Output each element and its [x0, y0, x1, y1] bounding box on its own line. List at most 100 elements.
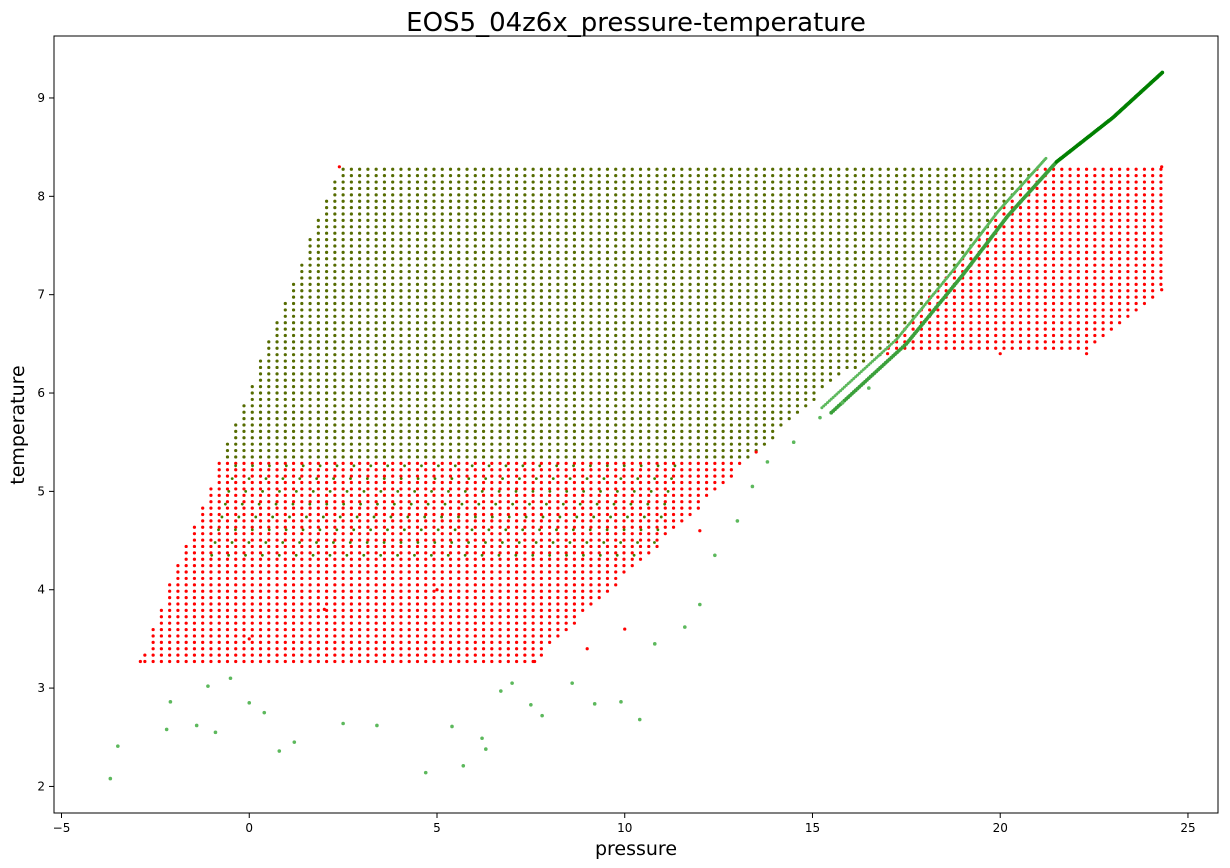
- overlap-point: [308, 263, 312, 267]
- overlap-point: [630, 308, 634, 312]
- red-point: [366, 647, 370, 651]
- red-point: [1068, 231, 1072, 235]
- overlap-point: [746, 308, 750, 312]
- red-point: [242, 640, 246, 644]
- red-point: [531, 615, 535, 619]
- overlap-point: [903, 321, 907, 325]
- red-point: [382, 647, 387, 651]
- red-point: [1002, 212, 1006, 216]
- overlap-point: [614, 295, 618, 299]
- overlap-point: [779, 257, 783, 261]
- red-point: [308, 608, 312, 612]
- overlap-point: [663, 276, 667, 280]
- overlap-point: [349, 391, 353, 395]
- red-point: [440, 487, 444, 491]
- red-point: [201, 532, 205, 536]
- overlap-point: [267, 385, 271, 389]
- overlap-point: [399, 442, 403, 446]
- overlap-point: [399, 404, 403, 408]
- red-point: [399, 583, 403, 587]
- overlap-point: [316, 353, 320, 357]
- red-point: [969, 276, 973, 280]
- red-point: [415, 653, 420, 657]
- red-point: [341, 653, 345, 657]
- red-point: [1084, 193, 1089, 197]
- overlap-point: [564, 429, 568, 433]
- overlap-point: [845, 269, 849, 274]
- overlap-point: [688, 346, 692, 350]
- overlap-point: [382, 269, 387, 274]
- red-point: [655, 468, 659, 472]
- red-point: [209, 493, 213, 497]
- overlap-point: [374, 429, 378, 433]
- red-point: [333, 608, 337, 612]
- overlap-point: [564, 314, 568, 318]
- red-point: [432, 634, 436, 638]
- overlap-point: [556, 359, 560, 363]
- red-point: [225, 519, 230, 523]
- overlap-point: [804, 269, 808, 274]
- red-point: [531, 557, 535, 561]
- overlap-point: [432, 455, 436, 459]
- red-point: [671, 500, 676, 504]
- red-point: [349, 506, 353, 510]
- red-point: [622, 506, 626, 510]
- overlap-point: [688, 410, 692, 414]
- red-point: [366, 608, 370, 612]
- red-point: [572, 557, 577, 561]
- overlap-point: [589, 244, 593, 248]
- overlap-point: [572, 340, 577, 344]
- red-point: [440, 506, 444, 510]
- red-point: [325, 570, 329, 574]
- red-point: [440, 576, 444, 581]
- overlap-point: [779, 417, 783, 421]
- red-point: [490, 634, 494, 638]
- red-point: [994, 301, 998, 306]
- overlap-point: [738, 404, 742, 408]
- red-point: [415, 487, 420, 491]
- overlap-point: [490, 365, 494, 370]
- overlap-point: [415, 250, 420, 254]
- red-point: [1134, 257, 1138, 261]
- red-point: [548, 557, 552, 561]
- red-point: [548, 519, 552, 523]
- red-point: [581, 474, 585, 478]
- red-point: [225, 659, 230, 664]
- red-point: [275, 551, 279, 555]
- overlap-point: [663, 391, 667, 395]
- red-point: [704, 480, 709, 485]
- red-point: [291, 583, 296, 587]
- overlap-point: [655, 410, 659, 414]
- overlap-point: [630, 289, 634, 293]
- overlap-point: [481, 314, 486, 318]
- overlap-point: [878, 314, 882, 318]
- red-point: [1076, 244, 1080, 248]
- red-point: [1043, 199, 1047, 203]
- red-point: [333, 583, 337, 587]
- red-point: [391, 570, 395, 574]
- overlap-point: [581, 301, 585, 306]
- overlap-point: [382, 378, 387, 382]
- red-point: [473, 538, 477, 542]
- overlap-point: [556, 314, 560, 318]
- red-point: [234, 647, 238, 651]
- red-point: [250, 647, 254, 651]
- red-point: [1142, 231, 1147, 235]
- overlap-point: [853, 276, 857, 280]
- red-point: [531, 538, 535, 542]
- red-point: [291, 621, 296, 625]
- red-point: [415, 647, 420, 651]
- overlap-point: [655, 257, 659, 261]
- overlap-point: [878, 295, 882, 299]
- overlap-point: [911, 301, 915, 306]
- red-point: [440, 602, 444, 606]
- red-point: [407, 500, 411, 504]
- red-point: [366, 653, 370, 657]
- red-point: [349, 653, 353, 657]
- red-point: [1101, 225, 1105, 229]
- overlap-point: [614, 257, 618, 261]
- red-point: [424, 538, 428, 542]
- overlap-point: [762, 308, 767, 312]
- red-point: [1060, 269, 1064, 274]
- red-point: [548, 487, 552, 491]
